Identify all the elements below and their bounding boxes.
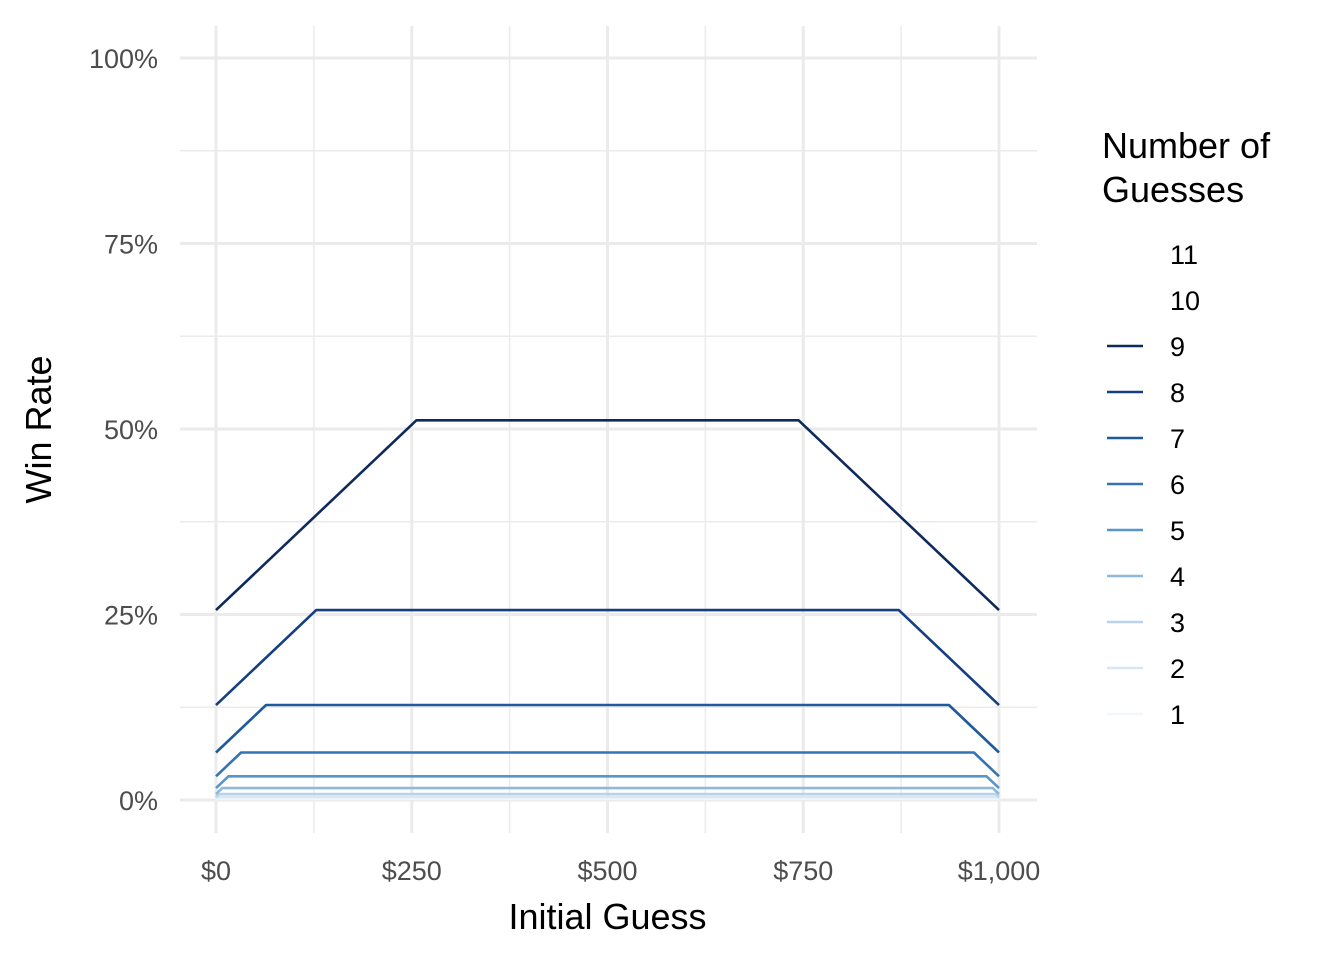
legend-label: 2 <box>1170 654 1185 684</box>
series-line-9 <box>215 418 1000 612</box>
legend-item: 11 <box>1170 240 1198 270</box>
legend-label: 3 <box>1170 608 1185 638</box>
x-tick-label: $0 <box>201 856 231 886</box>
y-axis-title: Win Rate <box>18 355 59 503</box>
legend-label: 7 <box>1170 424 1185 454</box>
legend-title-line-2: Guesses <box>1102 169 1244 210</box>
legend-item: 4 <box>1107 562 1185 592</box>
legend: Number of Guesses 11 10 9 8 7 6 5 4 3 2 1 <box>1102 125 1280 730</box>
series-lines <box>215 418 1000 801</box>
legend-item: 8 <box>1107 378 1185 408</box>
legend-item: 1 <box>1107 700 1185 730</box>
y-tick-label: 100% <box>89 44 158 74</box>
legend-label: 11 <box>1170 240 1198 270</box>
legend-label: 1 <box>1170 700 1185 730</box>
grid-lines <box>180 26 1037 833</box>
legend-label: 10 <box>1170 286 1200 316</box>
legend-label: 5 <box>1170 516 1185 546</box>
legend-item: 5 <box>1107 516 1185 546</box>
legend-title: Number of Guesses <box>1102 125 1280 210</box>
x-tick-label: $750 <box>773 856 833 886</box>
legend-item: 7 <box>1107 424 1185 454</box>
legend-items: 11 10 9 8 7 6 5 4 3 2 1 <box>1107 240 1200 730</box>
y-tick-label: 0% <box>119 786 158 816</box>
legend-item: 6 <box>1107 470 1185 500</box>
legend-item: 2 <box>1107 654 1185 684</box>
series-line-8 <box>215 608 1000 707</box>
legend-label: 4 <box>1170 562 1185 592</box>
x-tick-label: $250 <box>382 856 442 886</box>
series-line-1 <box>215 797 1000 801</box>
y-axis-tick-labels: 0% 25% 50% 75% 100% <box>89 44 158 816</box>
legend-label: 6 <box>1170 470 1185 500</box>
x-axis-tick-labels: $0 $250 $500 $750 $1,000 <box>201 856 1040 886</box>
legend-item: 10 <box>1170 286 1200 316</box>
x-tick-label: $1,000 <box>958 856 1041 886</box>
legend-label: 9 <box>1170 332 1185 362</box>
series-line-2 <box>215 795 1000 800</box>
y-tick-label: 25% <box>104 601 158 631</box>
legend-item: 9 <box>1107 332 1185 362</box>
y-tick-label: 50% <box>104 415 158 445</box>
series-line-7 <box>215 703 1000 754</box>
y-tick-label: 75% <box>104 230 158 260</box>
series-line-5 <box>215 774 1000 790</box>
legend-item: 3 <box>1107 608 1185 638</box>
series-line-6 <box>215 751 1000 778</box>
legend-label: 8 <box>1170 378 1185 408</box>
series-line-4 <box>215 786 1000 796</box>
x-axis-title: Initial Guess <box>508 896 706 937</box>
legend-title-line-1: Number of <box>1102 125 1271 166</box>
series-line-3 <box>215 792 1000 798</box>
x-tick-label: $500 <box>577 856 637 886</box>
